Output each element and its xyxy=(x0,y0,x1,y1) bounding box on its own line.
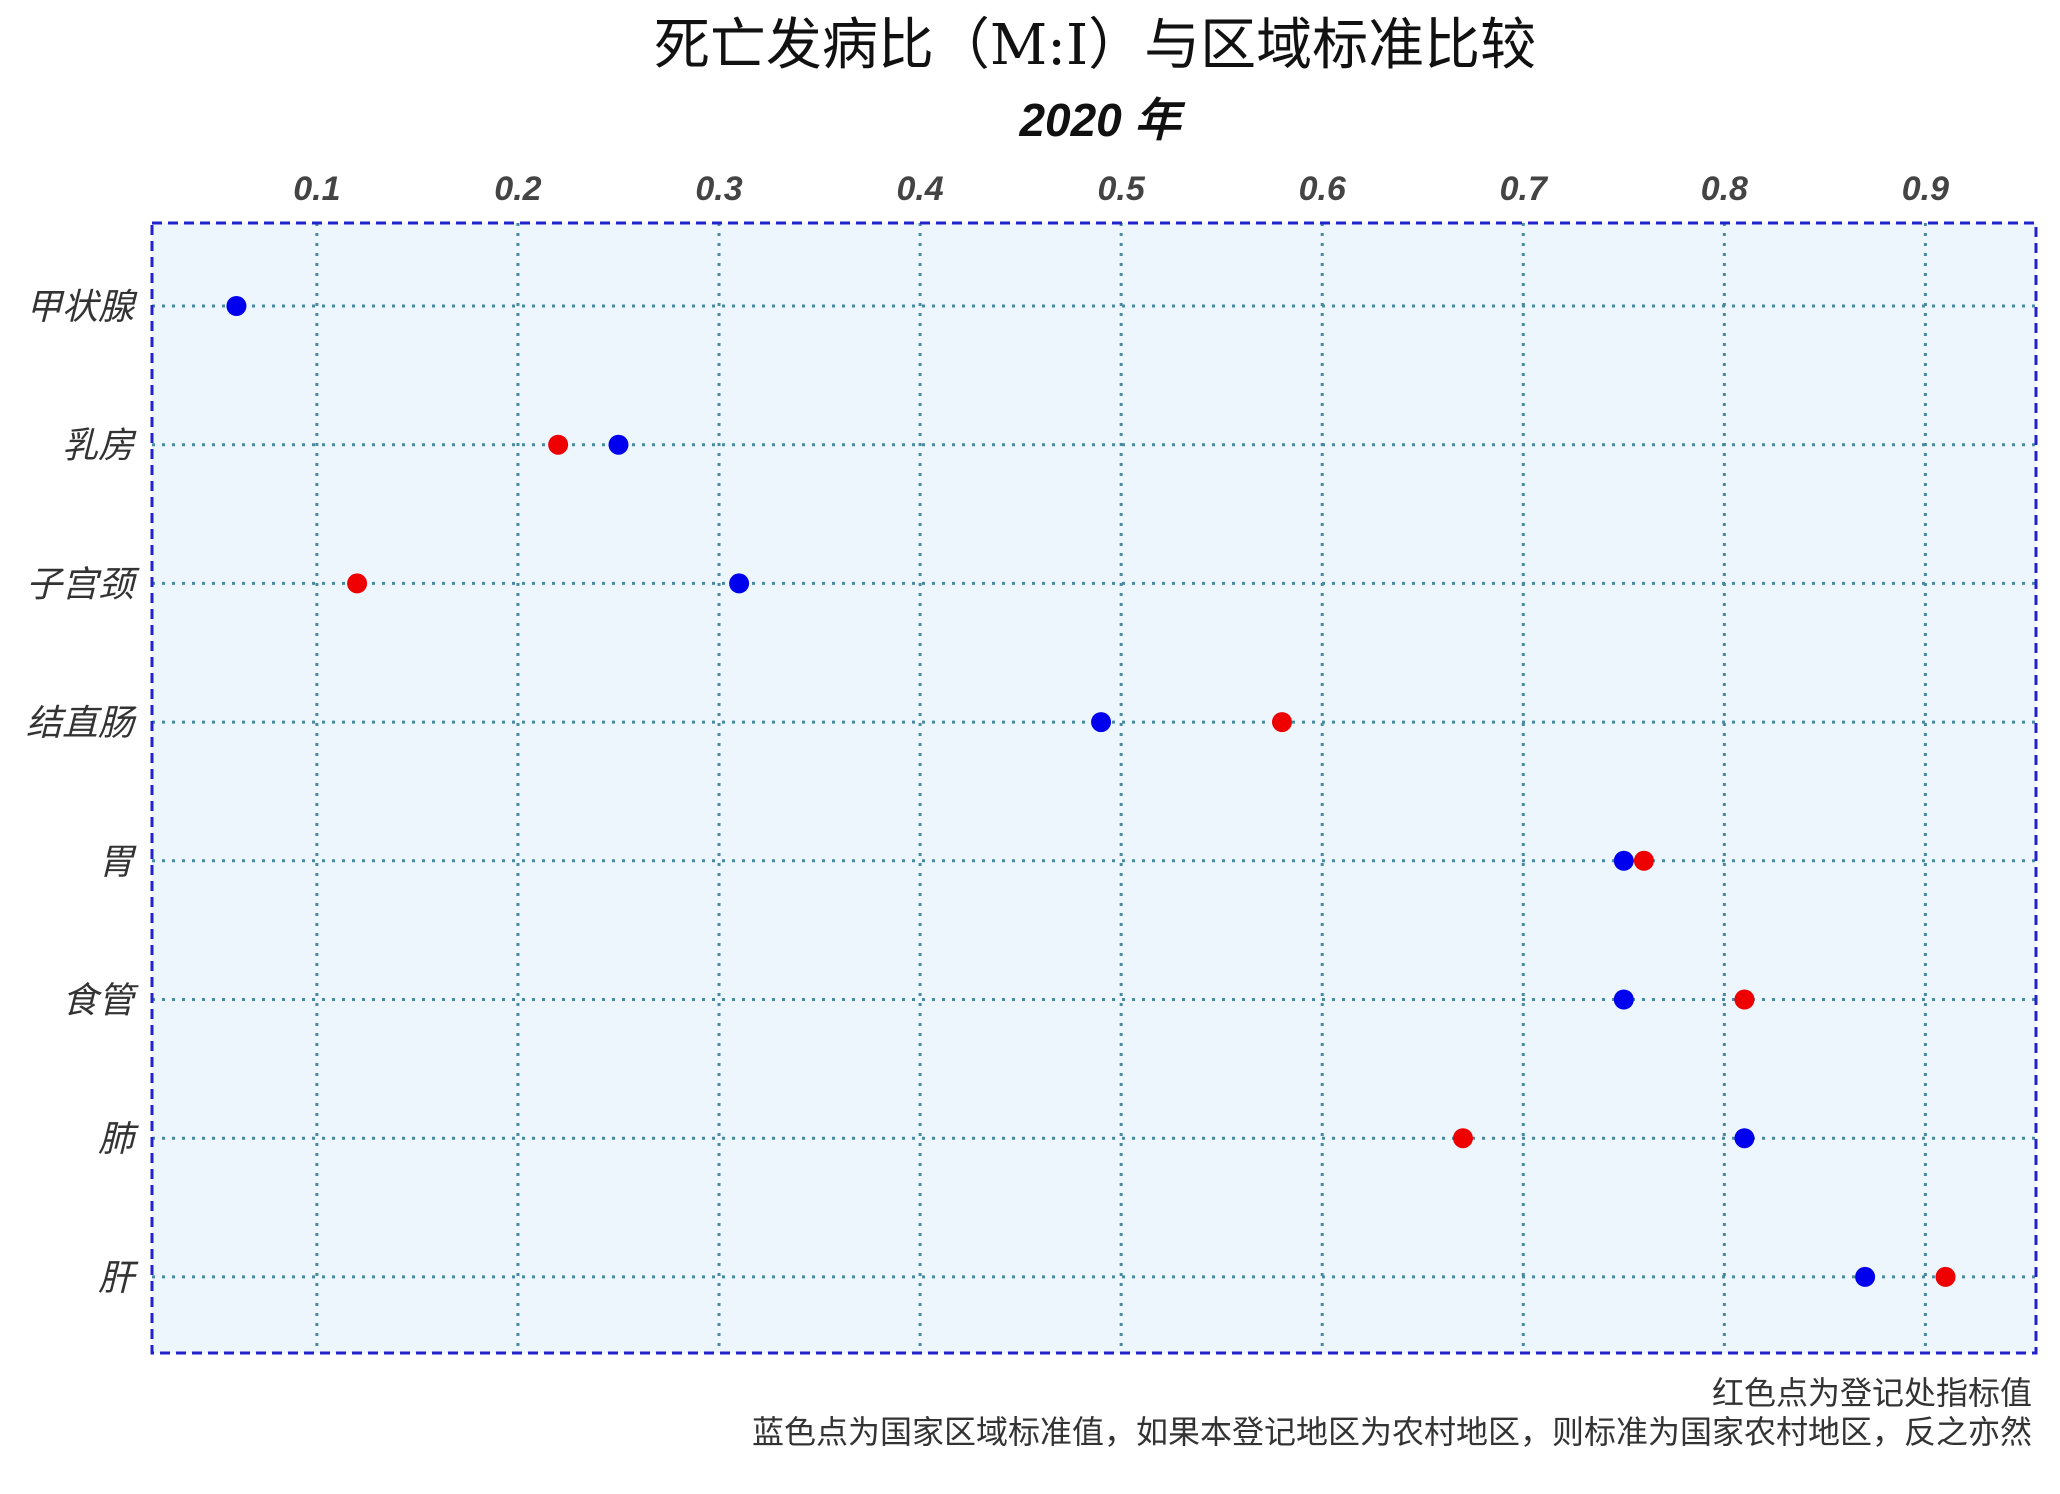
x-tick-label: 0.3 xyxy=(695,170,742,208)
x-tick-label: 0.2 xyxy=(494,170,541,208)
red-point xyxy=(1452,1128,1473,1149)
y-tick-label: 甲状腺 xyxy=(26,287,138,328)
note-blue-points: 蓝色点为国家区域标准值，如果本登记地区为农村地区，则标准为国家农村地区，反之亦然 xyxy=(752,1413,2032,1451)
blue-point xyxy=(1091,712,1112,733)
red-point xyxy=(1271,712,1292,733)
x-tick-label: 0.5 xyxy=(1098,170,1146,208)
x-tick-label: 0.9 xyxy=(1902,170,1949,208)
blue-point xyxy=(226,296,247,316)
note-red-points: 红色点为登记处指标值 xyxy=(1712,1374,2032,1412)
x-tick-label: 0.4 xyxy=(896,170,943,208)
blue-point xyxy=(1613,989,1634,1010)
y-tick-label: 乳房 xyxy=(62,426,137,467)
red-point xyxy=(1734,989,1755,1010)
y-tick-label: 肺 xyxy=(98,1119,139,1160)
y-tick-label: 结直肠 xyxy=(26,703,137,744)
x-tick-label: 0.7 xyxy=(1500,170,1549,208)
x-tick-label: 0.8 xyxy=(1701,170,1748,208)
red-point xyxy=(1935,1266,1956,1287)
blue-point xyxy=(1734,1128,1755,1149)
plot-area xyxy=(152,223,2036,1353)
data-points xyxy=(226,296,1956,1287)
x-tick-label: 0.1 xyxy=(293,170,340,208)
chart-subtitle: 2020 年 xyxy=(1018,94,1185,146)
y-tick-label: 胃 xyxy=(98,842,137,883)
plot-border xyxy=(150,221,2038,1355)
blue-point xyxy=(729,573,750,594)
chart-title: 死亡发病比（M:I）与区域标准比较 xyxy=(654,13,1536,78)
blue-point xyxy=(1855,1266,1876,1287)
y-tick-label: 肝 xyxy=(98,1258,139,1299)
blue-point xyxy=(608,434,629,455)
x-axis-ticks: 0.1 0.2 0.3 0.4 0.5 0.6 0.7 0.8 0.9 xyxy=(293,170,1949,208)
red-point xyxy=(347,573,368,594)
x-tick-label: 0.6 xyxy=(1299,170,1347,208)
y-tick-label: 子宫颈 xyxy=(26,564,140,605)
red-point xyxy=(1633,850,1654,871)
red-point xyxy=(548,434,569,455)
blue-point xyxy=(1613,850,1634,871)
y-tick-label: 食管 xyxy=(62,981,139,1022)
